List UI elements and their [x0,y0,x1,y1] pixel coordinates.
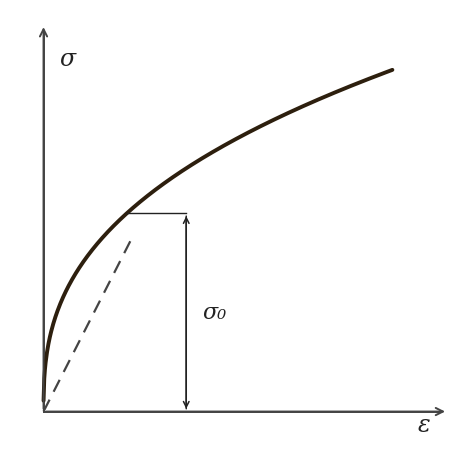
Text: σ₀: σ₀ [202,302,226,324]
Text: ε: ε [418,413,430,437]
Text: σ: σ [59,48,75,71]
